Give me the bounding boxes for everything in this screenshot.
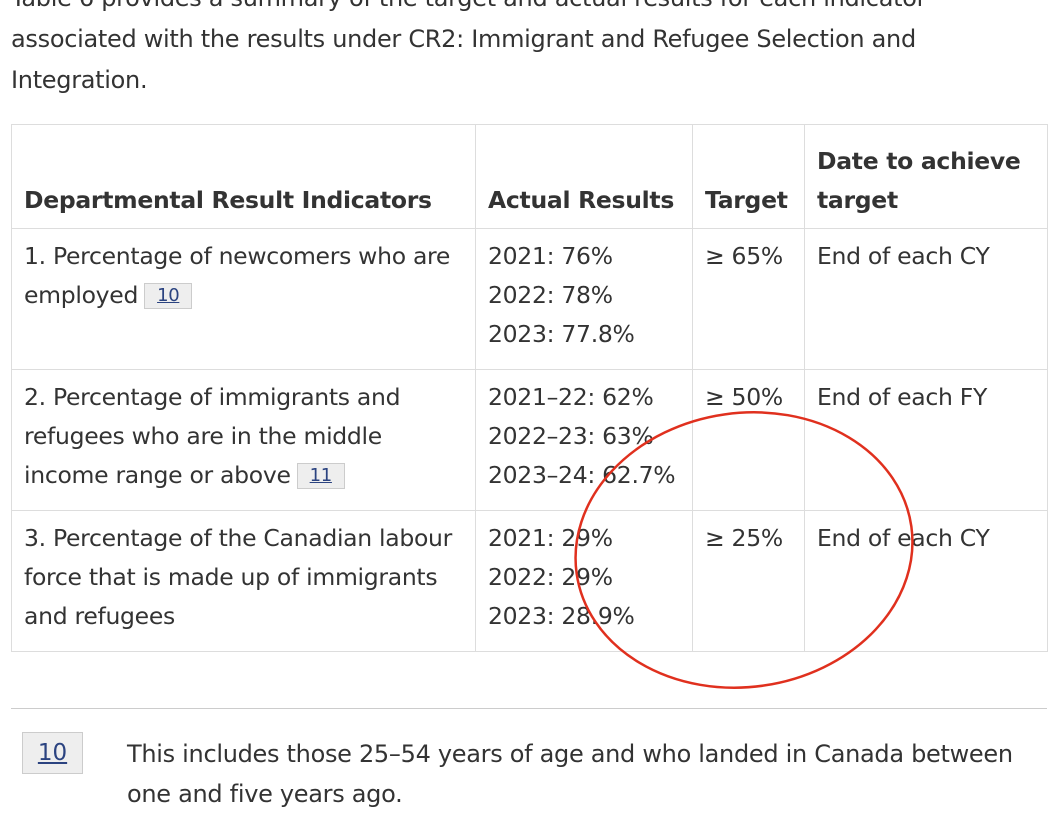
result-value: 2023: 28.9% — [488, 602, 635, 630]
footnote-link[interactable]: 11 — [296, 463, 345, 489]
indicator-text: 2. Percentage of immigrants and refugees… — [24, 383, 401, 489]
date-cell: End of each CY — [804, 228, 1048, 370]
header-actual-results: Actual Results — [475, 124, 693, 229]
footnotes-divider — [11, 708, 1047, 709]
footnote-link[interactable]: 10 — [144, 283, 193, 309]
actual-results-cell: 2021–22: 62% 2022–23: 63% 2023–24: 62.7% — [475, 369, 693, 511]
results-table: Departmental Result Indicators Actual Re… — [11, 124, 1048, 652]
result-value: 2022–23: 63% — [488, 422, 654, 450]
result-value: 2021: 76% — [488, 242, 613, 270]
result-value: 2023–24: 62.7% — [488, 461, 676, 489]
result-value: 2022: 29% — [488, 563, 613, 591]
date-cell: End of each FY — [804, 369, 1048, 511]
target-cell: ≥ 50% — [692, 369, 805, 511]
target-cell: ≥ 25% — [692, 510, 805, 652]
header-indicators: Departmental Result Indicators — [11, 124, 476, 229]
intro-paragraph: Table 6 provides a summary of the target… — [11, 0, 926, 94]
table-row: 3. Percentage of the Canadian labour for… — [11, 510, 1048, 652]
header-date: Date to achieve target — [804, 124, 1048, 229]
result-value: 2021–22: 62% — [488, 383, 654, 411]
indicator-cell: 2. Percentage of immigrants and refugees… — [11, 369, 476, 511]
date-cell: End of each CY — [804, 510, 1048, 652]
actual-results-cell: 2021: 76% 2022: 78% 2023: 77.8% — [475, 228, 693, 370]
result-value: 2022: 78% — [488, 281, 613, 309]
table-row: 1. Percentage of newcomers who are emplo… — [11, 228, 1048, 370]
indicator-cell: 1. Percentage of newcomers who are emplo… — [11, 228, 476, 370]
result-value: 2021: 29% — [488, 524, 613, 552]
header-target: Target — [692, 124, 805, 229]
target-cell: ≥ 65% — [692, 228, 805, 370]
footnote-text: This includes those 25–54 years of age a… — [127, 740, 1013, 808]
indicator-cell: 3. Percentage of the Canadian labour for… — [11, 510, 476, 652]
actual-results-cell: 2021: 29% 2022: 29% 2023: 28.9% — [475, 510, 693, 652]
table-header-row: Departmental Result Indicators Actual Re… — [11, 124, 1048, 229]
result-value: 2023: 77.8% — [488, 320, 635, 348]
table-row: 2. Percentage of immigrants and refugees… — [11, 369, 1048, 511]
indicator-text: 1. Percentage of newcomers who are emplo… — [24, 242, 451, 309]
footnote-return-link[interactable]: 10 — [22, 732, 83, 774]
